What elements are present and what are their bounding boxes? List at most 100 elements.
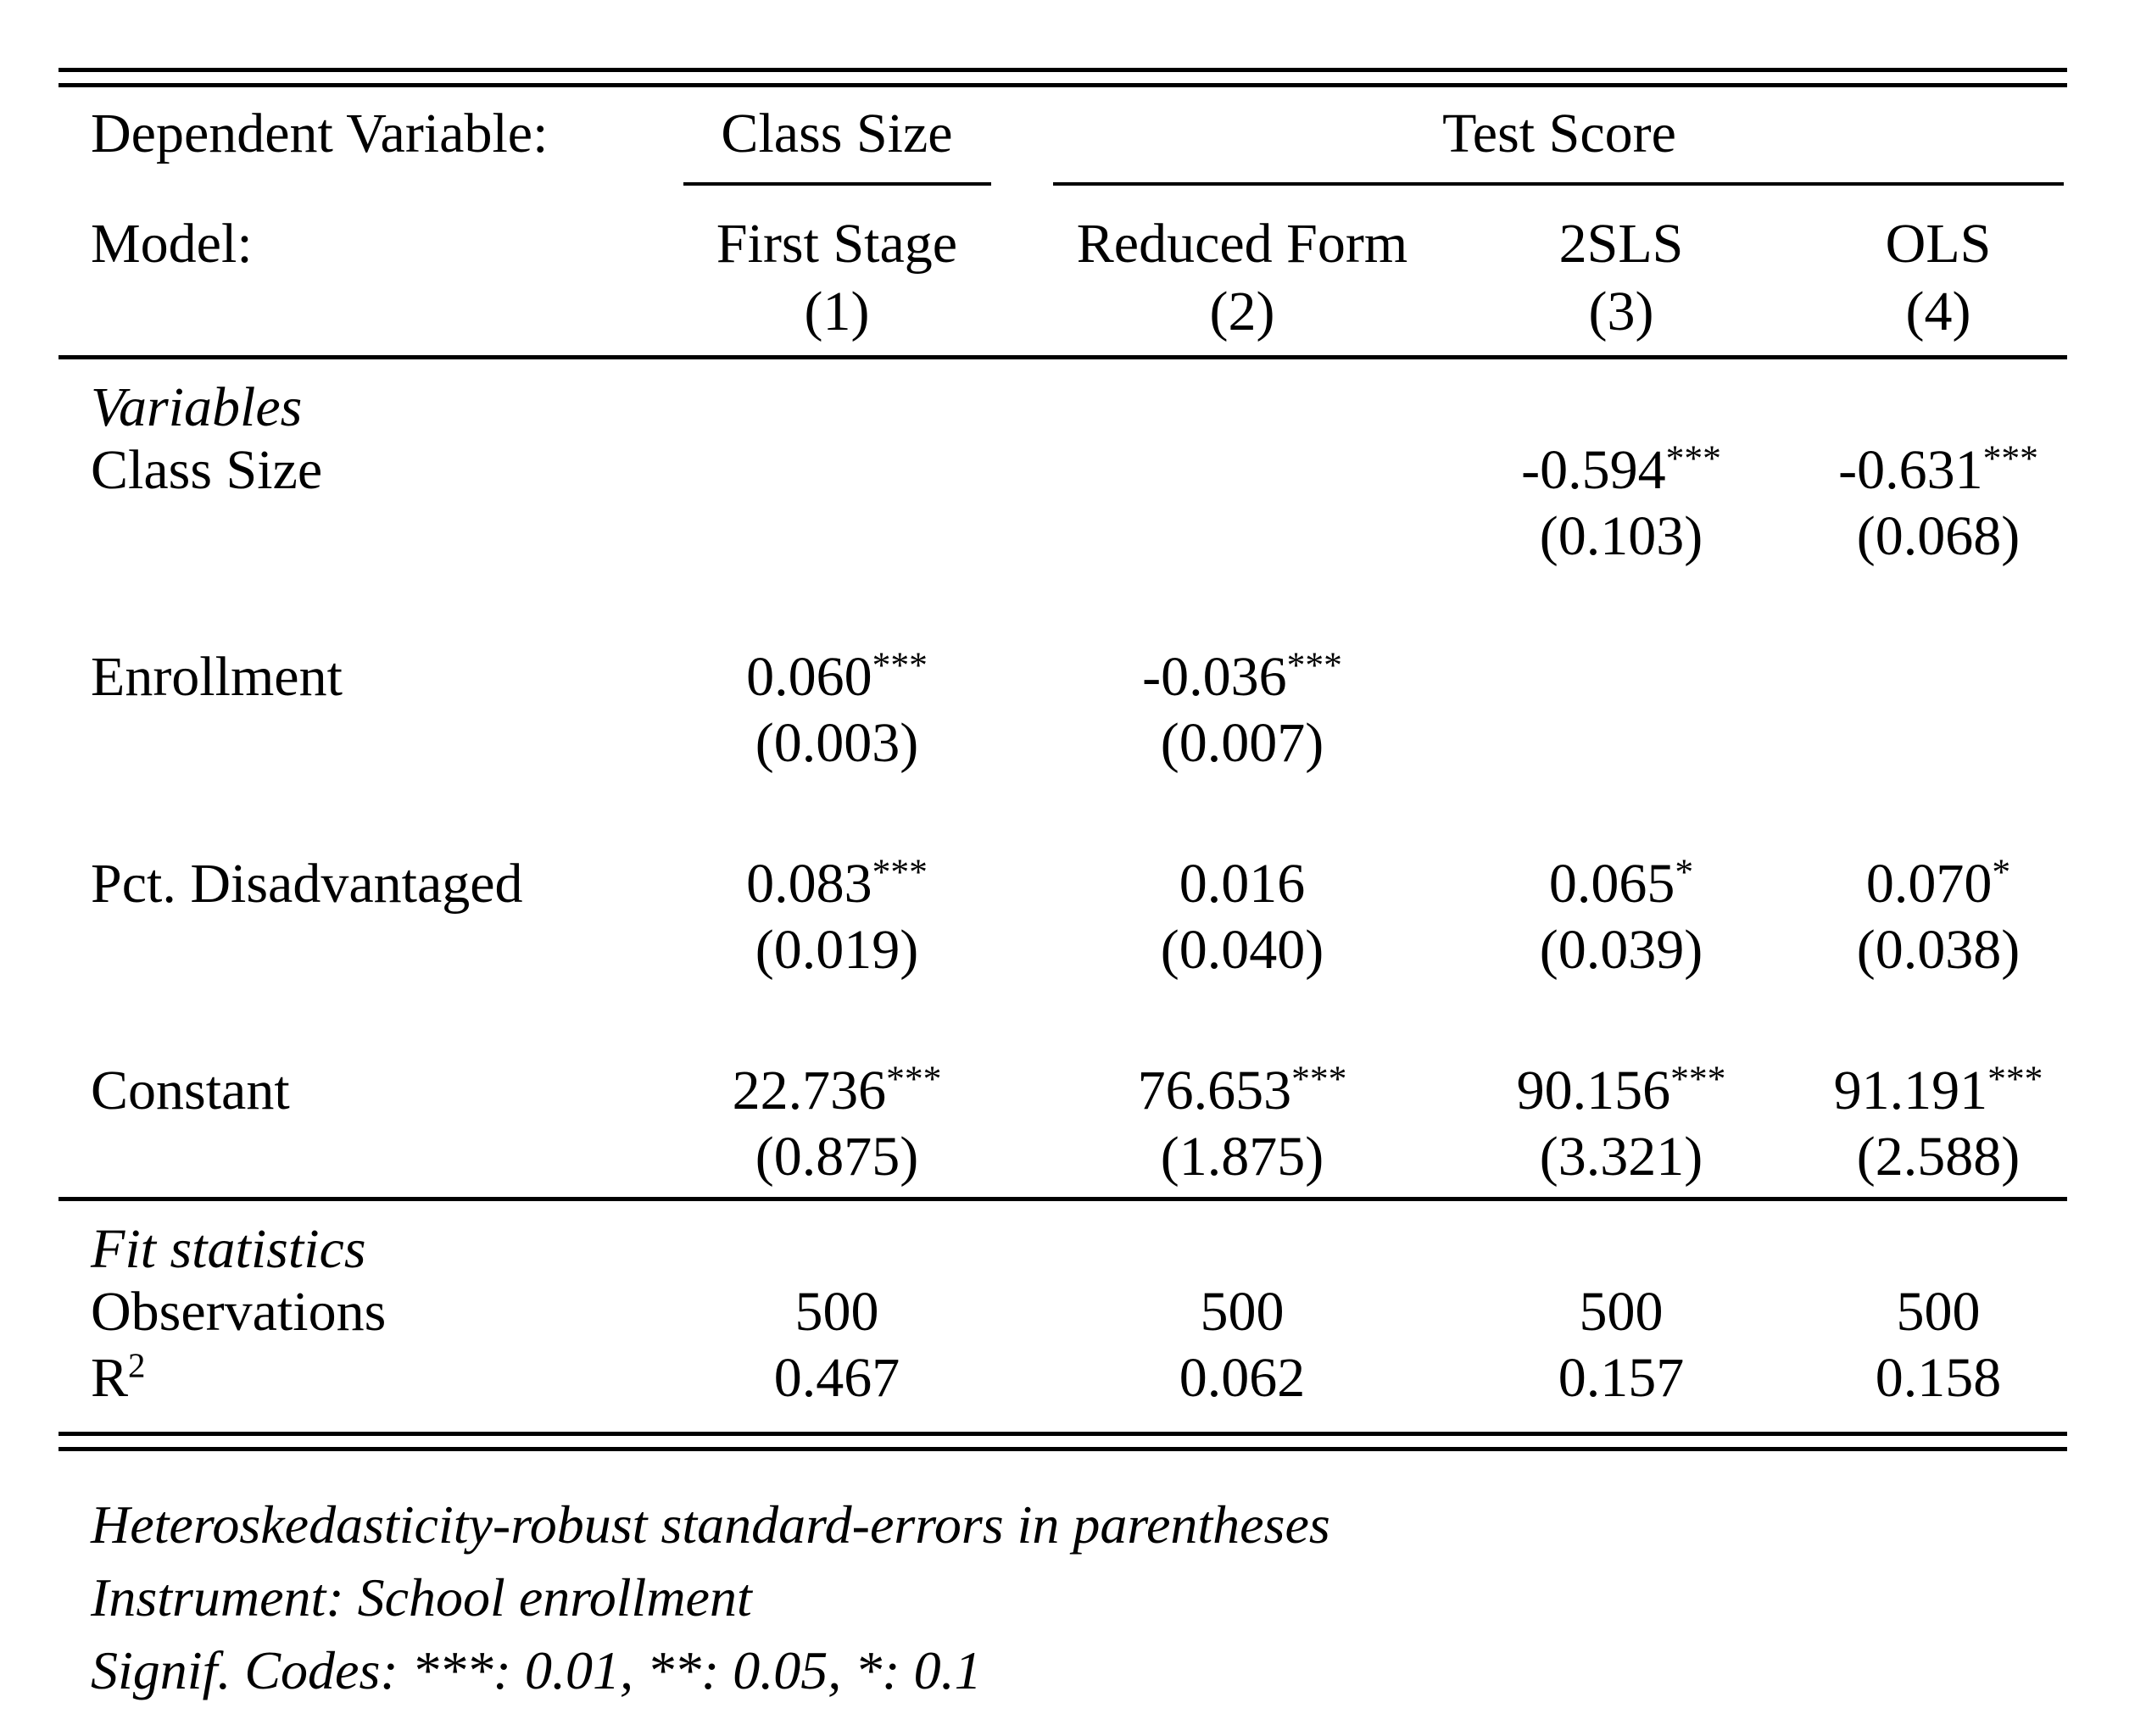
variables-section-title: Variables <box>91 376 303 438</box>
model-row: Model: First Stage Reduced Form 2SLS OLS <box>59 186 2067 274</box>
significance-stars: *** <box>872 645 928 687</box>
significance-stars: *** <box>886 1059 942 1100</box>
model-label: Model: <box>91 213 253 275</box>
se-row-constant: (0.875) (1.875) (3.321) (2.588) <box>59 1124 2067 1197</box>
se-cell: (1.875) <box>1160 1126 1324 1188</box>
fit-row-r-squared: R2 0.467 0.062 0.157 0.158 <box>59 1345 2067 1432</box>
se-cell: (2.588) <box>1856 1126 2021 1188</box>
fit-section-title-row: Fit statistics <box>59 1201 2067 1279</box>
model-number-3: (3) <box>1588 281 1654 342</box>
model-ols: OLS <box>1885 213 1992 275</box>
significance-stars: *** <box>1982 438 2038 480</box>
table-notes: Heteroskedasticity-robust standard-error… <box>91 1488 2146 1707</box>
coef-cell: -0.036*** <box>1142 645 1342 708</box>
model-2sls: 2SLS <box>1558 213 1684 275</box>
model-reduced-form: Reduced Form <box>1076 213 1408 275</box>
depvar-group-test-score: Test Score <box>1442 103 1676 164</box>
fit-value: 0.062 <box>1179 1347 1306 1409</box>
r-squared-exponent: 2 <box>128 1346 146 1385</box>
coef-label: Class Size <box>91 439 323 501</box>
fit-value: 500 <box>794 1281 879 1343</box>
note-se-type: Heteroskedasticity-robust standard-error… <box>91 1494 1330 1555</box>
regression-table-page: Dependent Variable: Class Size Test Scor… <box>0 68 2146 1707</box>
coef-cell: 0.065* <box>1548 852 1694 915</box>
significance-stars: *** <box>1291 1059 1347 1100</box>
note-instrument: Instrument: School enrollment <box>91 1567 752 1628</box>
depvar-group-class-size: Class Size <box>721 103 953 164</box>
coef-cell: 91.191*** <box>1833 1059 2043 1121</box>
model-number-2: (2) <box>1209 281 1275 342</box>
variables-section-title-row: Variables <box>59 359 2067 437</box>
model-number-row: (1) (2) (3) (4) <box>59 274 2067 355</box>
coef-label: Pct. Disadvantaged <box>91 853 523 915</box>
fit-value: 0.157 <box>1558 1347 1685 1409</box>
se-cell <box>1809 710 2067 851</box>
fit-value: 0.467 <box>773 1347 900 1409</box>
se-row-enrollment: (0.003) (0.007) <box>59 710 2067 851</box>
se-row-class-size: (0.103) (0.068) <box>59 504 2067 644</box>
coef-cell <box>1051 437 1433 504</box>
coef-cell: -0.594*** <box>1521 438 1721 501</box>
coef-cell: 0.083*** <box>746 852 928 915</box>
coef-label: Enrollment <box>91 646 343 708</box>
coef-cell: 76.653*** <box>1137 1059 1347 1121</box>
cmidrule-class-size <box>622 164 1051 186</box>
fit-value: 500 <box>1896 1281 1981 1343</box>
coef-row-pct-disadvantaged: Pct. Disadvantaged 0.083*** 0.016 0.065*… <box>59 851 2067 917</box>
se-cell: (0.003) <box>755 712 919 774</box>
significance-stars: *** <box>1987 1059 2043 1100</box>
coef-cell: 0.060*** <box>746 645 928 708</box>
note-signif-codes: Signif. Codes: ***: 0.01, **: 0.05, *: 0… <box>91 1640 982 1700</box>
significance-stars: *** <box>1670 1059 1726 1100</box>
coef-cell <box>1809 644 2067 710</box>
top-double-rule <box>59 68 2067 87</box>
dependent-variable-row: Dependent Variable: Class Size Test Scor… <box>59 87 2067 164</box>
significance-stars: *** <box>872 852 928 893</box>
fit-value: 500 <box>1200 1281 1285 1343</box>
dependent-variable-label: Dependent Variable: <box>91 103 549 164</box>
se-cell <box>1433 710 1809 851</box>
se-cell: (0.038) <box>1856 919 2021 981</box>
coef-cell <box>622 437 1051 504</box>
coef-label: Constant <box>91 1060 290 1121</box>
coef-cell: 22.736*** <box>732 1059 942 1121</box>
se-cell: (0.019) <box>755 919 919 981</box>
cmidrule-test-score <box>1051 164 2067 186</box>
coef-cell: 0.016 <box>1179 853 1306 915</box>
significance-stars: * <box>1675 852 1694 893</box>
model-number-1: (1) <box>804 281 870 342</box>
coef-cell <box>1433 644 1809 710</box>
se-cell: (0.039) <box>1539 919 1703 981</box>
model-number-4: (4) <box>1905 281 1971 342</box>
se-cell <box>622 504 1051 644</box>
se-cell <box>1051 504 1433 644</box>
header-body-rule <box>59 355 2067 359</box>
cmidrule-row <box>59 164 2067 186</box>
regression-table: Dependent Variable: Class Size Test Scor… <box>59 68 2067 1451</box>
coef-cell: -0.631*** <box>1838 438 2038 501</box>
coef-cell: 0.070* <box>1865 852 2011 915</box>
significance-stars: *** <box>1286 645 1342 687</box>
fit-value: 500 <box>1579 1281 1664 1343</box>
coef-row-constant: Constant 22.736*** 76.653*** 90.156*** 9… <box>59 1058 2067 1124</box>
coef-row-enrollment: Enrollment 0.060*** -0.036*** <box>59 644 2067 710</box>
fit-value: 0.158 <box>1875 1347 2002 1409</box>
se-cell: (0.007) <box>1160 712 1324 774</box>
coef-cell: 90.156*** <box>1516 1059 1726 1121</box>
fit-label: Observations <box>91 1281 387 1343</box>
se-cell: (0.040) <box>1160 919 1324 981</box>
bottom-double-rule <box>59 1432 2067 1451</box>
fit-label-r-squared: R2 <box>91 1346 146 1409</box>
significance-stars: * <box>1992 852 2011 893</box>
fit-row-observations: Observations 500 500 500 500 <box>59 1279 2067 1345</box>
significance-stars: *** <box>1665 438 1721 480</box>
se-cell: (0.875) <box>755 1126 919 1188</box>
coef-row-class-size: Class Size -0.594*** -0.631*** <box>59 437 2067 504</box>
se-cell: (3.321) <box>1539 1126 1703 1188</box>
body-fit-rule <box>59 1197 2067 1201</box>
fit-section-title: Fit statistics <box>91 1218 366 1280</box>
model-first-stage: First Stage <box>716 213 958 275</box>
se-cell: (0.068) <box>1856 505 2021 567</box>
se-cell: (0.103) <box>1539 505 1703 567</box>
se-row-pct-disadvantaged: (0.019) (0.040) (0.039) (0.038) <box>59 917 2067 1058</box>
